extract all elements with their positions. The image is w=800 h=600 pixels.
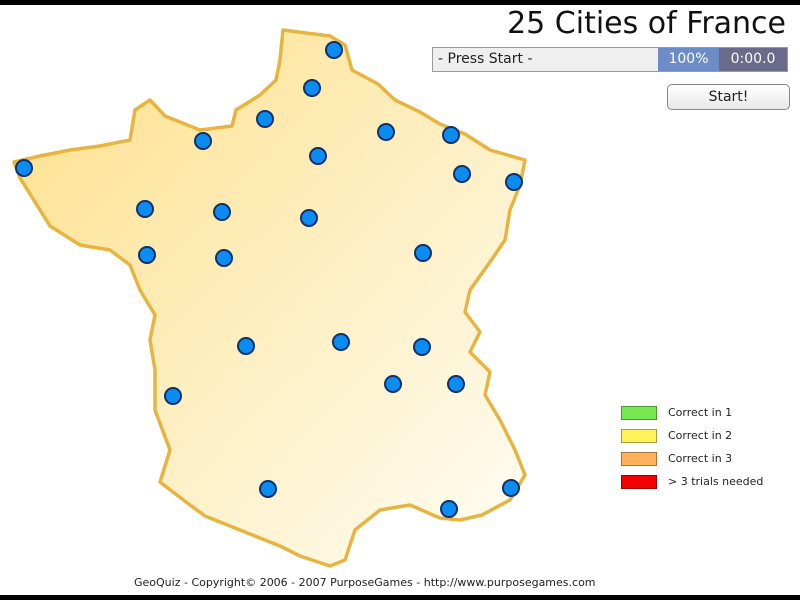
city-marker[interactable] — [442, 126, 460, 144]
city-marker[interactable] — [303, 79, 321, 97]
status-bar: - Press Start - 100% 0:00.0 — [432, 47, 788, 72]
city-marker[interactable] — [259, 480, 277, 498]
city-marker[interactable] — [309, 147, 327, 165]
legend-swatch — [621, 405, 657, 420]
city-marker[interactable] — [502, 479, 520, 497]
city-marker[interactable] — [215, 249, 233, 267]
city-marker[interactable] — [505, 173, 523, 191]
legend-swatch — [621, 428, 657, 443]
city-marker[interactable] — [413, 338, 431, 356]
city-marker[interactable] — [414, 244, 432, 262]
status-message: - Press Start - — [433, 48, 658, 71]
timer: 0:00.0 — [719, 48, 787, 71]
city-marker[interactable] — [138, 246, 156, 264]
city-marker[interactable] — [136, 200, 154, 218]
city-marker[interactable] — [164, 387, 182, 405]
legend-swatch — [621, 451, 657, 466]
city-marker[interactable] — [213, 203, 231, 221]
footer-copyright: GeoQuiz - Copyright© 2006 - 2007 Purpose… — [134, 576, 596, 589]
city-marker[interactable] — [194, 132, 212, 150]
legend-item: Correct in 2 — [621, 424, 763, 447]
legend: Correct in 1 Correct in 2 Correct in 3 >… — [621, 401, 763, 493]
city-marker[interactable] — [447, 375, 465, 393]
city-marker[interactable] — [440, 500, 458, 518]
city-marker[interactable] — [237, 337, 255, 355]
legend-label: Correct in 2 — [668, 429, 733, 442]
legend-label: Correct in 3 — [668, 452, 733, 465]
city-marker[interactable] — [256, 110, 274, 128]
city-marker[interactable] — [325, 41, 343, 59]
legend-item: > 3 trials needed — [621, 470, 763, 493]
start-button[interactable]: Start! — [667, 84, 790, 110]
legend-label: Correct in 1 — [668, 406, 733, 419]
city-marker[interactable] — [300, 209, 318, 227]
score-percent: 100% — [658, 48, 719, 71]
quiz-title: 25 Cities of France — [507, 6, 786, 41]
city-marker[interactable] — [332, 333, 350, 351]
city-marker[interactable] — [377, 123, 395, 141]
legend-swatch — [621, 474, 657, 489]
city-marker[interactable] — [384, 375, 402, 393]
legend-label: > 3 trials needed — [668, 475, 764, 488]
city-marker[interactable] — [15, 159, 33, 177]
bottom-border — [0, 595, 800, 600]
city-marker[interactable] — [453, 165, 471, 183]
legend-item: Correct in 1 — [621, 401, 763, 424]
top-border — [0, 0, 800, 5]
legend-item: Correct in 3 — [621, 447, 763, 470]
